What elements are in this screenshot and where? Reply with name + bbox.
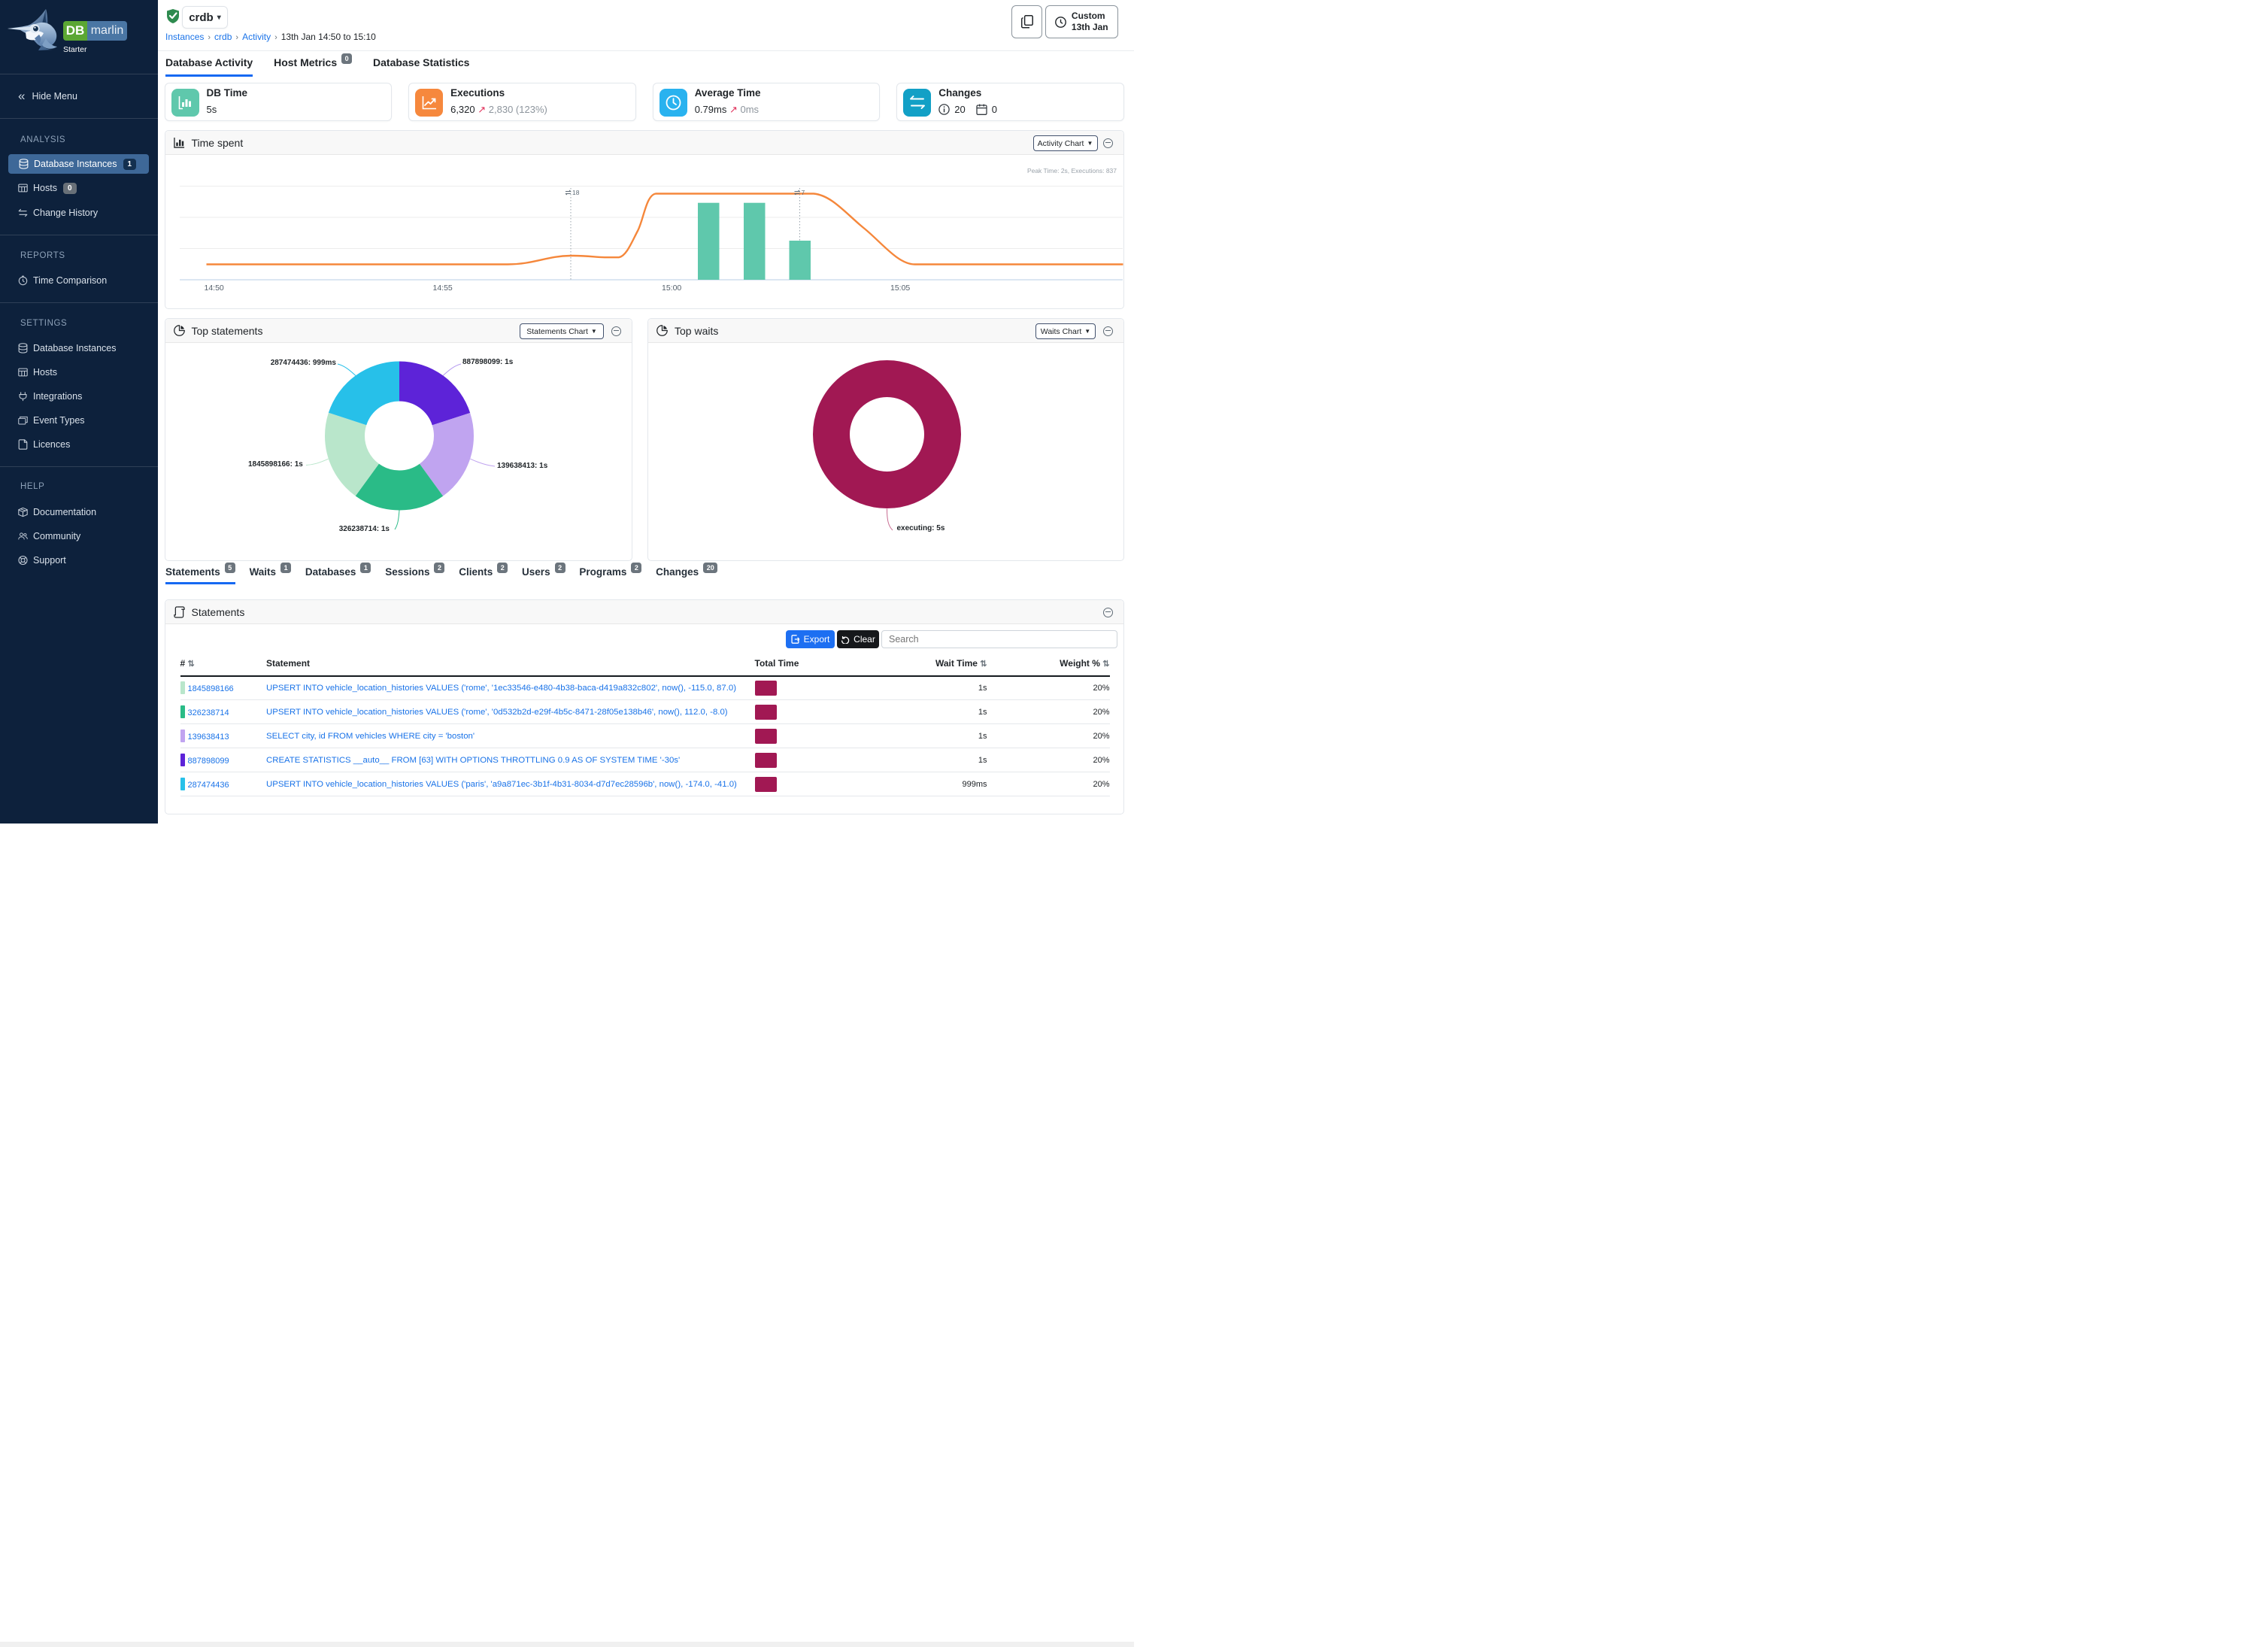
- svg-text:7: 7: [801, 189, 805, 196]
- svg-text:18: 18: [572, 189, 580, 196]
- svg-text:Peak Time: 2s, Executions: 837: Peak Time: 2s, Executions: 837: [1026, 167, 1116, 174]
- svg-text:14:55: 14:55: [432, 284, 452, 293]
- svg-text:15:05: 15:05: [890, 284, 910, 293]
- svg-text:14:50: 14:50: [204, 284, 223, 293]
- svg-text:15:00: 15:00: [662, 284, 681, 293]
